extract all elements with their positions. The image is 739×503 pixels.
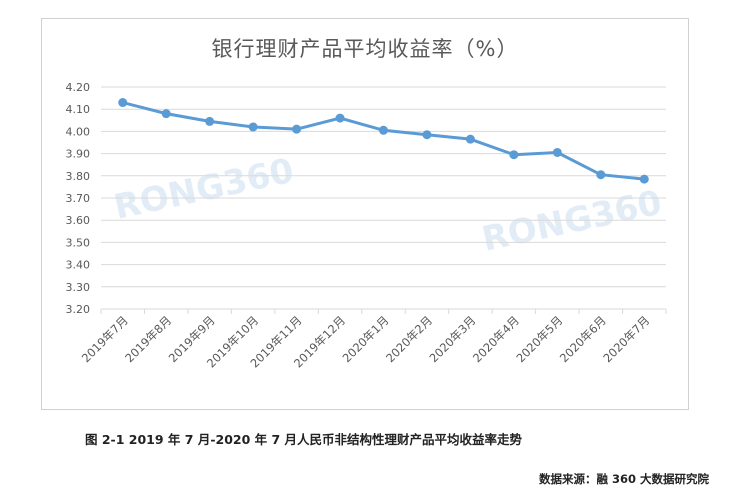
data-point xyxy=(118,98,128,108)
data-point xyxy=(596,170,606,180)
data-point xyxy=(292,124,302,134)
line-chart: RONG360 RONG360 4.20 4.10 4.00 3.90 3.80 3.70 3.… xyxy=(66,81,667,370)
data-point xyxy=(465,134,475,144)
chart-title: 银行理财产品平均收益率（%） xyxy=(211,37,519,61)
watermark-text: RONG360 xyxy=(111,151,298,228)
data-point xyxy=(552,147,562,157)
chart-frame: 银行理财产品平均收益率（%） RONG360 RONG360 4.20 4.10 4.0… xyxy=(41,18,689,410)
data-point xyxy=(509,150,519,160)
figure-caption: 图 2-1 2019 年 7 月-2020 年 7 月人民币非结构性理财产品平均… xyxy=(85,432,523,447)
data-point xyxy=(205,116,215,126)
data-point xyxy=(639,174,649,184)
y-tick-label: 3.70 xyxy=(66,192,91,205)
data-point xyxy=(248,122,258,132)
y-tick-label: 4.00 xyxy=(66,125,91,138)
data-source: 数据来源：融 360 大数据研究院 xyxy=(538,472,709,486)
data-point xyxy=(335,113,345,123)
y-tick-label: 3.90 xyxy=(66,148,91,161)
x-tick-label: 2020年7月 xyxy=(600,313,652,365)
y-tick-label: 3.30 xyxy=(66,281,91,294)
y-tick-label: 4.10 xyxy=(66,103,91,116)
y-tick-label: 3.40 xyxy=(66,259,91,272)
data-point xyxy=(422,130,432,140)
series-line xyxy=(121,101,646,181)
data-point xyxy=(161,109,171,119)
y-tick-label: 3.50 xyxy=(66,236,91,249)
y-tick-label: 4.20 xyxy=(66,81,91,94)
y-tick-label: 3.20 xyxy=(66,303,91,316)
y-tick-label: 3.80 xyxy=(66,170,91,183)
watermark-text: RONG360 xyxy=(479,183,666,260)
y-tick-label: 3.60 xyxy=(66,214,91,227)
data-point xyxy=(379,125,388,135)
